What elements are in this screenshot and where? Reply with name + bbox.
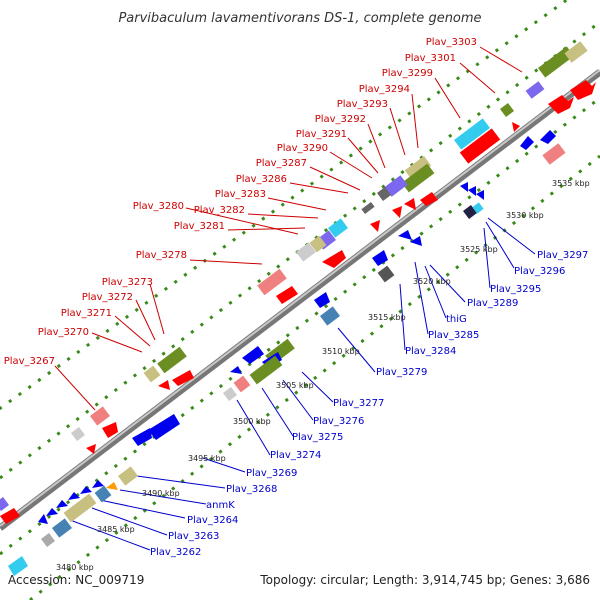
tick-label: 3490 kbp	[142, 489, 180, 498]
map-title: Parvibaculum lavamentivorans DS-1, compl…	[118, 11, 481, 26]
gene-label: Plav_3289	[467, 298, 518, 309]
gene-label: Plav_3273	[102, 277, 153, 288]
gene-label: Plav_3299	[382, 68, 433, 79]
gene-label: Plav_3262	[150, 547, 201, 558]
tick-label: 3495 kbp	[188, 454, 226, 463]
tick-label: 3520 kbp	[413, 277, 451, 286]
gene-block	[525, 81, 545, 99]
reverse-leader-lines	[69, 217, 536, 551]
gene-label: Plav_3267	[4, 356, 55, 367]
gene-label: Plav_3292	[315, 114, 366, 125]
tick-label: 3515 kbp	[368, 313, 406, 322]
gene-label: Plav_3268	[226, 484, 277, 495]
forward-leader-lines	[54, 46, 523, 411]
gene-label: Plav_3283	[215, 189, 266, 200]
gene-label: Plav_3270	[38, 327, 89, 338]
reverse-gene-labels: Plav_3297 Plav_3296 Plav_3295 Plav_3289 …	[150, 250, 588, 558]
gene-block	[454, 118, 490, 150]
gene-label: Plav_3277	[333, 398, 384, 409]
gene-label: Plav_3282	[194, 205, 245, 216]
gene-label: Plav_3293	[337, 99, 388, 110]
tick-label: 3480 kbp	[56, 563, 94, 572]
gene-arrow	[548, 95, 574, 114]
gene-label: Plav_3279	[376, 367, 427, 378]
gene-label: Plav_3295	[490, 284, 541, 295]
gene-label: Plav_3264	[187, 515, 238, 526]
gene-label: Plav_3280	[133, 201, 184, 212]
gene-label: Plav_3278	[136, 250, 187, 261]
gene-label: Plav_3284	[405, 346, 456, 357]
genome-backbone	[0, 69, 600, 531]
gene-label: Plav_3303	[426, 37, 477, 48]
gene-block	[459, 128, 501, 164]
gene-label: Plav_3301	[405, 53, 456, 64]
gene-block	[538, 46, 574, 78]
gene-label: Plav_3297	[537, 250, 588, 261]
tick-label: 3500 kbp	[233, 417, 271, 426]
gene-label: Plav_3281	[174, 221, 225, 232]
gene-label: Plav_3290	[277, 143, 328, 154]
gene-label: Plav_3296	[514, 266, 565, 277]
genome-summary-text: Topology: circular; Length: 3,914,745 bp…	[259, 573, 590, 587]
tick-label: 3505 kbp	[276, 381, 314, 390]
tick-labels: 3480 kbp 3485 kbp 3490 kbp 3495 kbp 3500…	[56, 179, 590, 572]
gene-arrow	[570, 80, 596, 100]
accession-text: Accession: NC_009719	[8, 573, 144, 587]
gene-label: Plav_3285	[428, 330, 479, 341]
gene-label: Plav_3287	[256, 158, 307, 169]
gene-label: Plav_3276	[313, 416, 364, 427]
gene-label: Plav_3275	[292, 432, 343, 443]
forward-gene-labels: Plav_3303 Plav_3301 Plav_3299 Plav_3294 …	[4, 37, 477, 367]
gene-block	[564, 41, 588, 63]
reverse-genes	[8, 130, 566, 576]
gene-label: Plav_3271	[61, 308, 112, 319]
gene-label: Plav_3286	[236, 174, 287, 185]
tick-label: 3530 kbp	[506, 211, 544, 220]
tick-label: 3510 kbp	[322, 347, 360, 356]
gene-label: anmK	[206, 500, 235, 511]
gene-label: Plav_3263	[168, 531, 219, 542]
gene-label: Plav_3269	[246, 468, 297, 479]
gene-label: Plav_3274	[270, 450, 321, 461]
tick-label: 3535 kbp	[552, 179, 590, 188]
gene-label: thiG	[446, 314, 467, 325]
gene-label: Plav_3291	[296, 129, 347, 140]
gene-label: Plav_3294	[359, 84, 410, 95]
tick-label: 3525 kbp	[460, 245, 498, 254]
forward-genes	[0, 41, 596, 524]
tick-label: 3485 kbp	[97, 525, 135, 534]
gene-label: Plav_3272	[82, 292, 133, 303]
